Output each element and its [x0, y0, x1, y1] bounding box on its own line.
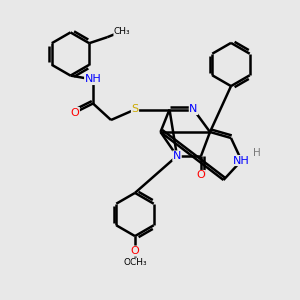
Text: H: H	[253, 148, 261, 158]
Text: S: S	[131, 104, 139, 115]
Text: O: O	[70, 107, 80, 118]
Text: N: N	[173, 151, 181, 161]
Text: O: O	[196, 170, 206, 181]
Text: NH: NH	[85, 74, 101, 85]
Text: O: O	[130, 246, 140, 256]
Text: NH: NH	[233, 155, 250, 166]
Text: CH₃: CH₃	[114, 27, 130, 36]
Text: N: N	[189, 104, 198, 115]
Text: OCH₃: OCH₃	[123, 258, 147, 267]
